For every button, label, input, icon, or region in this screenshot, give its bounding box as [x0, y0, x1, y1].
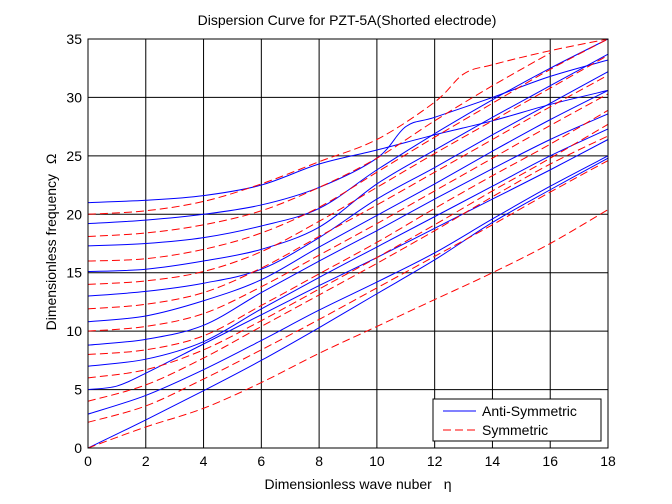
chart-title: Dispersion Curve for PZT-5A(Shorted elec… [198, 12, 497, 28]
x-axis-label-text: Dimensionless wave nuber [265, 476, 433, 492]
symmetric-mode-curve [88, 160, 608, 423]
y-tick-label: 5 [74, 382, 82, 398]
anti-symmetric-mode-curve [88, 157, 608, 448]
series-symmetric [88, 39, 608, 448]
y-axis-label-text: Dimensionless frequency [43, 174, 59, 330]
symmetric-mode-curve [88, 123, 608, 379]
y-tick-label: 30 [66, 89, 82, 105]
legend-box [432, 398, 602, 442]
anti-symmetric-mode-curve [88, 113, 608, 346]
symmetric-mode-curve [88, 39, 608, 215]
x-tick-label: 2 [142, 453, 150, 469]
x-tick-label: 18 [600, 453, 616, 469]
legend-label-symmetric: Symmetric [482, 422, 548, 438]
symmetric-mode-curve [88, 74, 608, 310]
anti-symmetric-mode-curve [88, 39, 608, 247]
anti-symmetric-mode-curve [88, 71, 608, 297]
plot-area: 0 2 4 6 8 10 12 14 16 18 0 5 10 15 20 25 30 35 [66, 31, 616, 469]
anti-symmetric-mode-curve [88, 128, 608, 367]
y-tick-label: 20 [66, 206, 82, 222]
symmetric-mode-curve [88, 109, 608, 356]
y-tick-label: 25 [66, 148, 82, 164]
x-tick-label: 14 [485, 453, 501, 469]
curves [88, 39, 608, 448]
symmetric-mode-curve [88, 39, 608, 262]
anti-symmetric-mode-curve [88, 155, 608, 415]
symmetric-mode-curve [88, 93, 608, 332]
x-tick-label: 12 [427, 453, 443, 469]
y-axis-label: Dimensionless frequency Ω [43, 154, 59, 331]
plot-frame [88, 39, 608, 448]
y-axis-ticks: 0 5 10 15 20 25 30 35 [66, 31, 82, 456]
y-tick-label: 35 [66, 31, 82, 47]
symmetric-mode-curve [88, 52, 551, 237]
x-axis-label-symbol: η [444, 476, 452, 492]
x-tick-label: 4 [200, 453, 208, 469]
x-axis-ticks: 0 2 4 6 8 10 12 14 16 18 [84, 453, 616, 469]
anti-symmetric-mode-curve [88, 139, 608, 391]
y-axis-label-symbol: Ω [43, 154, 59, 164]
y-tick-label: 0 [74, 440, 82, 456]
y-tick-label: 10 [66, 323, 82, 339]
x-tick-label: 8 [315, 453, 323, 469]
x-tick-label: 6 [257, 453, 265, 469]
x-tick-label: 10 [369, 453, 385, 469]
anti-symmetric-mode-curve [88, 89, 608, 323]
symmetric-mode-curve [88, 54, 608, 285]
anti-symmetric-mode-curve [88, 53, 608, 273]
legend-label-anti-symmetric: Anti-Symmetric [482, 403, 577, 419]
legend: Anti-Symmetric Symmetric [432, 398, 602, 442]
x-axis-label: Dimensionless wave nuber η [265, 476, 452, 492]
anti-symmetric-mode-curve [88, 89, 608, 204]
symmetric-mode-curve [88, 135, 608, 402]
x-tick-label: 16 [542, 453, 558, 469]
y-tick-label: 15 [66, 265, 82, 281]
x-tick-label: 0 [84, 453, 92, 469]
symmetric-mode-curve [88, 209, 608, 448]
plot-border [87, 38, 609, 449]
